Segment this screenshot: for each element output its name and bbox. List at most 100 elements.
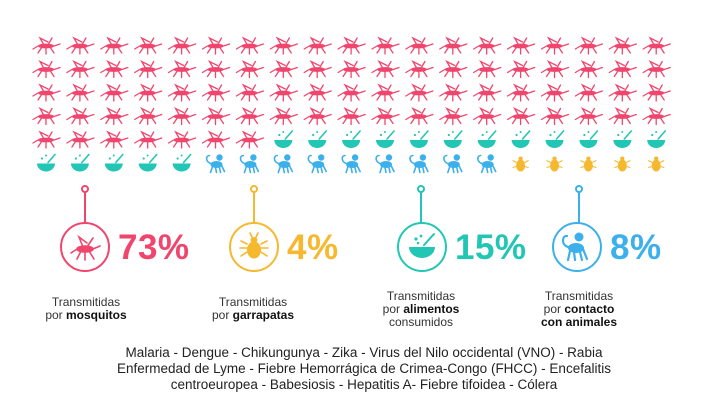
- pictogram-alimentos-icon: [37, 153, 56, 172]
- pictogram-mosquitos-icon: [642, 36, 671, 55]
- pictogram-mosquitos-icon: [201, 130, 231, 149]
- pictogram-alimentos-icon: [409, 130, 429, 148]
- pictogram-mosquitos-icon: [66, 106, 95, 126]
- pictogram-mosquitos-icon: [439, 59, 468, 79]
- pictogram-mosquitos-icon: [235, 130, 265, 149]
- pictogram-mosquitos-icon: [100, 36, 129, 55]
- pictogram-alimentos-icon: [443, 130, 463, 148]
- pictogram-animales-icon: [375, 154, 395, 174]
- pictogram-mosquitos-icon: [371, 106, 400, 126]
- pictogram-mosquitos-icon: [540, 83, 570, 102]
- pictogram-animales-icon: [341, 154, 361, 174]
- pictogram-mosquitos-icon: [540, 36, 570, 55]
- tick-icon: [239, 232, 269, 259]
- pictogram-mosquitos-icon: [405, 83, 434, 102]
- percent-animales: 8%: [610, 228, 662, 267]
- pictogram-alimentos-icon: [104, 153, 124, 172]
- pictogram-mosquitos-icon: [269, 83, 298, 102]
- pictogram-garrapatas-icon: [580, 156, 597, 172]
- mosquito-ring: [60, 222, 110, 272]
- pictogram-mosquitos-icon: [201, 83, 231, 102]
- pictogram-mosquitos-icon: [235, 106, 265, 126]
- pictogram-mosquitos-icon: [473, 36, 502, 55]
- pictogram-mosquitos-icon: [201, 36, 231, 55]
- pictogram-mosquitos-icon: [66, 59, 95, 79]
- pictogram-alimentos-icon: [511, 130, 531, 148]
- pictogram-mosquitos-icon: [337, 83, 366, 102]
- pictogram-mosquitos-icon: [337, 36, 366, 55]
- pictogram-mosquitos-icon: [473, 59, 502, 79]
- pictogram-mosquitos-icon: [201, 59, 231, 79]
- pictogram-mosquitos-icon: [540, 106, 570, 126]
- pictogram-mosquitos-icon: [506, 106, 536, 126]
- pictogram-mosquitos-icon: [608, 36, 637, 55]
- pictogram-mosquitos-icon: [574, 59, 604, 79]
- connector-garrapatas: [250, 185, 258, 224]
- pictogram-alimentos-icon: [613, 130, 633, 148]
- pictogram-alimentos-icon: [477, 130, 497, 148]
- monkey-icon: [561, 232, 589, 262]
- percent-garrapatas: 4%: [287, 228, 339, 267]
- pictogram-mosquitos-icon: [167, 59, 197, 79]
- pictogram-mosquitos-icon: [100, 59, 129, 79]
- pictogram-mosquitos-icon: [303, 59, 332, 79]
- pictogram-mosquitos-icon: [405, 106, 434, 126]
- pictogram-mosquitos-icon: [303, 36, 332, 55]
- percent-alimentos: 15%: [455, 228, 527, 267]
- pictogram-mosquitos-icon: [235, 36, 265, 55]
- connector-animales: [575, 185, 583, 224]
- pictogram-mosquitos-icon: [100, 83, 129, 102]
- pictogram-mosquitos-icon: [269, 59, 298, 79]
- pictogram-mosquitos-icon: [235, 83, 265, 102]
- label-mosquitos: Transmitidas por mosquitos: [45, 295, 127, 322]
- pictogram-mosquitos-icon: [439, 83, 468, 102]
- pictogram-alimentos-icon: [647, 130, 667, 148]
- pictogram-mosquitos-icon: [66, 130, 95, 149]
- pictogram-mosquitos-icon: [574, 83, 604, 102]
- label-alimentos: Transmitidas por alimentos consumidos: [382, 289, 460, 329]
- pictogram-mosquitos-icon: [337, 106, 366, 126]
- pictogram-alimentos-icon: [342, 130, 361, 148]
- pictogram-mosquitos-icon: [439, 106, 468, 126]
- pictogram-alimentos-icon: [138, 153, 158, 172]
- pictogram-mosquitos-icon: [608, 59, 637, 79]
- pictogram-garrapatas-icon: [647, 156, 665, 172]
- pictogram-mosquitos-icon: [371, 59, 400, 79]
- pictogram-mosquitos-icon: [405, 36, 434, 55]
- pictogram-mosquitos-icon: [642, 59, 671, 79]
- pictogram-mosquitos-icon: [269, 106, 298, 126]
- disease-list: Malaria - Dengue - Chikungunya - Zika - …: [117, 345, 611, 392]
- pictogram-mosquitos-icon: [371, 83, 400, 102]
- pictogram-mosquitos-icon: [32, 59, 61, 79]
- food-ring: [397, 222, 447, 272]
- pictogram-mosquitos-icon: [134, 130, 163, 149]
- pictogram-mosquitos-icon: [167, 106, 197, 126]
- pictogram-mosquitos-icon: [167, 130, 197, 149]
- pictogram-alimentos-icon: [172, 153, 192, 172]
- pictogram-mosquitos-icon: [134, 59, 163, 79]
- connector-alimentos: [417, 185, 425, 224]
- pictogram-mosquitos-icon: [134, 36, 163, 55]
- pictogram-alimentos-icon: [308, 130, 328, 148]
- pictogram-alimentos-icon: [70, 153, 90, 172]
- pictogram-mosquitos-icon: [66, 36, 95, 55]
- pictogram-mosquitos-icon: [405, 59, 434, 79]
- pictogram-mosquitos-icon: [473, 106, 502, 126]
- pictogram-animales-icon: [307, 154, 328, 174]
- pictogram-mosquitos-icon: [167, 83, 197, 102]
- pictogram-animales-icon: [273, 154, 294, 174]
- tick-ring: [229, 222, 279, 272]
- connector-mosquitos: [81, 185, 89, 224]
- pictogram-mosquitos-icon: [642, 83, 671, 102]
- pictogram-mosquitos-icon: [269, 36, 298, 55]
- pictogram-mosquitos-icon: [235, 59, 265, 79]
- pictogram-mosquitos-icon: [167, 36, 197, 55]
- pictogram-animales-icon: [443, 154, 463, 174]
- pictogram-animales-icon: [239, 154, 260, 174]
- pictogram-mosquitos-icon: [337, 59, 366, 79]
- pictogram-mosquitos-icon: [303, 83, 332, 102]
- label-animales: Transmitidas por contacto con animales: [540, 289, 618, 329]
- pictogram-mosquitos-icon: [134, 106, 163, 126]
- pictogram-animales-icon: [409, 154, 429, 174]
- pictogram-mosquitos-icon: [506, 36, 536, 55]
